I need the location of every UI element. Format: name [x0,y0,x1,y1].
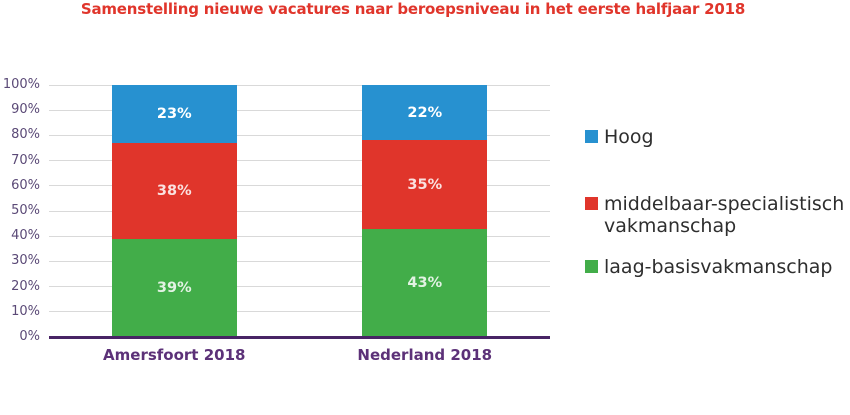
gridline [49,311,550,313]
legend-label: middelbaar-specialistisch vakmanschap [604,193,845,237]
legend-label: Hoog [604,126,654,148]
legend-item: laag-basisvakmanschap [585,256,832,278]
legend-swatch-hoog [585,130,598,143]
gridline [49,210,550,212]
chart-title: Samenstelling nieuwe vacatures naar bero… [80,0,746,18]
gridline [49,260,550,262]
y-axis-tick-label: 40% [11,228,40,244]
gridline [49,109,550,111]
bar-segment-hoog: 23% [111,85,237,143]
gridline [49,185,550,187]
gridline [49,286,550,288]
y-axis-tick-label: 50% [11,203,40,218]
data-label: 43% [407,274,443,291]
y-axis-tick-label: 0% [19,329,40,344]
legend-item: Hoog [585,126,654,148]
y-axis-tick-label: 90% [11,102,40,118]
y-axis-tick-label: 30% [11,253,40,269]
gridline [49,160,550,162]
y-axis-tick-label: 10% [11,303,40,319]
y-axis-tick-label: 20% [11,278,40,294]
gridline [49,235,550,237]
bar-segment-middelbaar-specialistisch-vakmanschap: 38% [111,142,237,239]
data-label: 38% [156,182,192,199]
y-axis-tick-label: 100% [2,77,40,92]
data-label: 23% [156,105,192,122]
data-label: 35% [407,176,443,193]
gridline [49,84,550,86]
bar-segment-hoog: 22% [362,85,488,141]
data-label: 39% [156,279,192,296]
legend-swatch-middelbaar-specialistisch-vakmanschap [585,197,598,210]
x-axis-category-label: Amersfoort 2018 [103,346,246,364]
y-axis-tick-label: 70% [11,152,40,168]
y-axis-tick-label: 60% [11,177,40,193]
bar-segment-laag-basisvakmanschap: 43% [362,228,488,337]
legend-item: middelbaar-specialistisch vakmanschap [585,193,846,237]
legend-swatch-laag-basisvakmanschap [585,260,598,273]
y-axis-tick-label: 80% [11,127,40,143]
data-label: 22% [407,104,443,121]
bar-segment-middelbaar-specialistisch-vakmanschap: 35% [362,140,488,229]
x-axis-line [49,336,550,339]
x-axis-category-label: Nederland 2018 [357,346,493,364]
gridline [49,134,550,136]
legend-label: laag-basisvakmanschap [604,256,833,278]
bar-segment-laag-basisvakmanschap: 39% [111,238,237,337]
